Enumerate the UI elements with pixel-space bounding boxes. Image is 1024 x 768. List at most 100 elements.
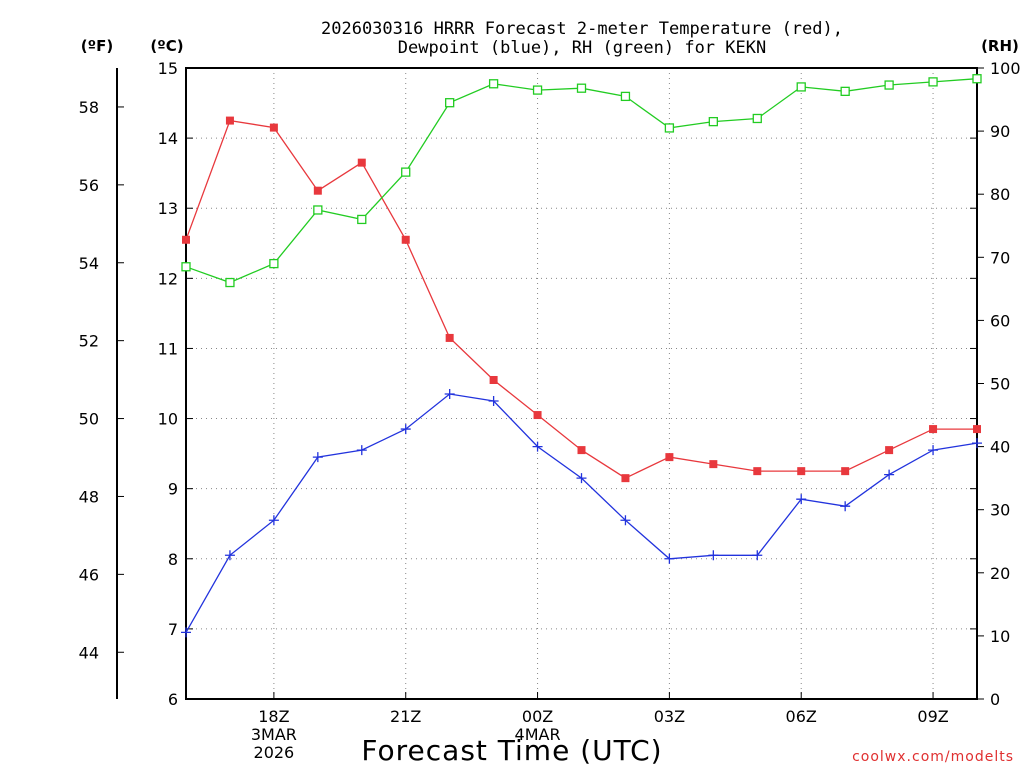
celsius-tick-label: 8 <box>168 550 178 569</box>
plot-frame <box>185 67 978 700</box>
x-tick-label: 2026 <box>254 743 295 762</box>
dewpoint-point <box>972 438 982 449</box>
x-tick-label: 21Z <box>390 707 421 726</box>
rh-point <box>313 205 323 215</box>
dewpoint-point <box>576 473 587 484</box>
x-tick-label: 3MAR <box>251 725 297 744</box>
temperature-point <box>313 186 322 195</box>
fahrenheit-tick-label: 58 <box>79 98 99 117</box>
rh-point <box>972 74 982 84</box>
celsius-tick-label: 13 <box>158 199 178 218</box>
dewpoint-point <box>268 515 279 526</box>
fahrenheit-tick-label: 48 <box>79 487 99 506</box>
fahrenheit-tick-label: 44 <box>79 643 99 662</box>
rh-tick-label: 90 <box>990 122 1010 141</box>
temperature-point <box>753 467 762 476</box>
dewpoint-point <box>840 501 851 512</box>
dewpoint-point <box>708 550 719 561</box>
rh-point <box>664 123 675 133</box>
dewpoint-point <box>488 396 499 407</box>
temperature-point <box>973 425 981 434</box>
x-tick-label: 4MAR <box>515 725 561 744</box>
rh-point <box>708 116 718 127</box>
rh-point <box>225 277 235 288</box>
rh-unit-label: (RH) <box>981 37 1019 55</box>
celsius-tick-label: 14 <box>158 129 178 148</box>
chart-title-line-2: Dewpoint (blue), RH (green) for KEKN <box>398 38 766 58</box>
x-tick-label: 06Z <box>786 707 817 726</box>
celsius-tick-label: 12 <box>158 269 178 288</box>
temperature-point <box>489 375 498 384</box>
x-tick-label: 09Z <box>917 707 948 726</box>
rh-tick-label: 30 <box>990 501 1010 520</box>
rh-point <box>796 82 806 92</box>
fahrenheit-tick-label: 52 <box>79 332 99 351</box>
temperature-point <box>577 446 586 455</box>
rh-tick-label: 50 <box>990 375 1010 394</box>
rh-point <box>752 113 762 124</box>
temperature-point <box>841 467 850 476</box>
dewpoint-point <box>664 553 675 564</box>
series-line-1 <box>185 393 978 633</box>
celsius-tick-label: 15 <box>158 59 178 78</box>
celsius-tick-label: 9 <box>168 480 178 499</box>
temperature-point <box>621 474 630 483</box>
temperature-point <box>445 333 454 342</box>
dewpoint-point <box>400 424 411 435</box>
rh-tick-label: 80 <box>990 185 1010 204</box>
series-line-0 <box>185 119 977 479</box>
plot-layer: 6 7 8 9 10 11 12 13 14 15 44 46 48 50 52 54 56 58 0 10 20 30 4… <box>79 59 1021 762</box>
temperature-point <box>269 123 278 132</box>
celsius-tick-label: 10 <box>158 410 178 429</box>
temperature-point <box>182 235 190 244</box>
celsius-tick-label: 6 <box>168 690 178 709</box>
dewpoint-point <box>796 494 807 505</box>
rh-point <box>928 77 938 87</box>
rh-point <box>620 91 631 102</box>
dewpoint-point <box>620 515 631 526</box>
temperature-point <box>665 453 674 462</box>
chart-title-line-1: 2026030316 HRRR Forecast 2-meter Tempera… <box>321 19 843 39</box>
dewpoint-point <box>532 441 543 452</box>
rh-tick-label: 100 <box>990 59 1021 78</box>
celsius-unit-label: (ºC) <box>150 37 183 55</box>
rh-tick-label: 60 <box>990 311 1010 330</box>
dewpoint-point <box>752 550 763 561</box>
rh-tick-label: 10 <box>990 627 1010 646</box>
dewpoint-point <box>181 627 191 638</box>
fahrenheit-tick-label: 50 <box>79 410 99 429</box>
fahrenheit-tick-label: 56 <box>79 176 99 195</box>
rh-point <box>488 79 499 89</box>
temperature-point <box>885 446 894 455</box>
rh-point <box>840 86 850 96</box>
celsius-tick-label: 7 <box>168 620 178 639</box>
fahrenheit-tick-label: 54 <box>79 254 99 273</box>
temperature-point <box>225 116 234 125</box>
temperature-point <box>357 158 366 167</box>
rh-point <box>884 80 894 90</box>
x-tick-label: 03Z <box>654 707 685 726</box>
rh-tick-label: 40 <box>990 438 1010 457</box>
celsius-tick-label: 11 <box>158 339 178 358</box>
rh-point <box>576 83 587 93</box>
rh-point <box>401 167 411 177</box>
x-tick-label: 00Z <box>522 707 553 726</box>
rh-point <box>269 258 279 269</box>
rh-point <box>445 98 455 108</box>
temperature-point <box>401 235 410 244</box>
fahrenheit-tick-label: 46 <box>79 565 99 584</box>
rh-tick-label: 70 <box>990 248 1010 267</box>
temperature-point <box>709 460 718 469</box>
source-credit: coolwx.com/modelts <box>852 749 1014 765</box>
dewpoint-point <box>928 445 939 456</box>
dewpoint-point <box>444 389 455 400</box>
rh-point <box>357 214 367 225</box>
rh-tick-label: 20 <box>990 564 1010 583</box>
series-line-2 <box>185 78 978 284</box>
temperature-point <box>929 425 938 434</box>
rh-point <box>181 262 191 272</box>
rh-tick-label: 0 <box>990 690 1000 709</box>
dewpoint-point <box>224 550 235 561</box>
